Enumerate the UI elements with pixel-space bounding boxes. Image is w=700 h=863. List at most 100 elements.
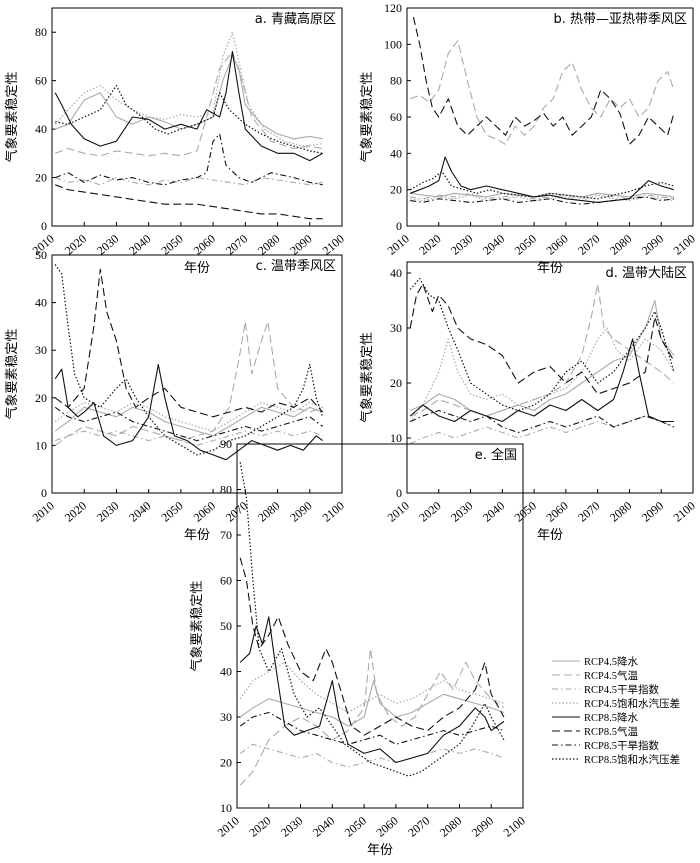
y-tick-label: 20 [35, 171, 47, 185]
x-tick-label: 2040 [126, 232, 153, 258]
y-tick-label: 90 [220, 437, 232, 451]
x-tick-label: 2090 [639, 499, 666, 525]
series-line [55, 51, 323, 157]
y-tick-label: 30 [220, 710, 232, 724]
legend: RCP4.5降水RCP4.5气温RCP4.5干旱指数RCP4.5饱和水汽压差RC… [552, 655, 680, 766]
x-tick-label: 2080 [255, 232, 282, 258]
y-tick-label: 20 [390, 376, 402, 390]
x-tick-label: 2060 [543, 232, 570, 258]
x-tick-label: 2010 [385, 232, 412, 258]
y-tick-label: 100 [384, 37, 402, 51]
y-tick-label: 60 [35, 74, 47, 88]
legend-entry-label: RCP8.5气温 [584, 725, 638, 738]
y-axis-label: 气象要素稳定性 [189, 580, 205, 671]
x-tick-label: 2090 [287, 499, 314, 525]
series-line [55, 84, 323, 154]
y-tick-label: 80 [390, 74, 402, 88]
series-line [409, 170, 675, 200]
series-line [410, 40, 675, 145]
legend-entry-label: RCP8.5降水 [584, 711, 638, 724]
series-line [239, 616, 505, 764]
y-tick-label: 120 [384, 1, 402, 15]
series-line [55, 133, 323, 186]
y-tick-label: 40 [220, 665, 232, 679]
x-tick-label: 2100 [501, 814, 528, 840]
legend-entry-label: RCP4.5降水 [584, 655, 638, 668]
x-axis-label: 年份 [537, 261, 563, 276]
y-tick-label: 40 [35, 296, 47, 310]
x-tick-label: 2050 [158, 232, 185, 258]
y-axis-label: 气象要素稳定性 [359, 332, 375, 423]
legend-entry-label: RCP8.5干旱指数 [584, 739, 659, 752]
plot-frame [236, 443, 524, 809]
series-line [410, 196, 674, 205]
y-tick-label: 10 [220, 801, 232, 815]
series-line [54, 406, 324, 442]
y-tick-label: 40 [35, 122, 47, 136]
y-axis-label: 气象要素稳定性 [4, 328, 20, 419]
series-line [54, 264, 324, 456]
series-line [409, 327, 675, 422]
chart-title: c. 温带季风区 [256, 259, 336, 274]
x-tick-label: 2030 [94, 232, 121, 258]
series-line [410, 156, 675, 203]
x-tick-label: 2100 [671, 499, 698, 525]
x-tick-label: 2040 [310, 814, 337, 840]
y-tick-label: 60 [390, 110, 402, 124]
series-line [54, 51, 323, 162]
y-axis-label: 气象要素稳定性 [4, 71, 20, 162]
x-tick-label: 2020 [416, 499, 443, 525]
series-line [409, 277, 675, 412]
series-line [54, 406, 323, 437]
series-line [412, 16, 675, 145]
chart-title: b. 热带—亚热带季风区 [553, 12, 687, 27]
plot-frame [51, 7, 343, 227]
y-tick-label: 20 [35, 391, 47, 405]
x-tick-label: 2010 [215, 814, 242, 840]
x-tick-label: 2030 [448, 499, 475, 525]
x-tick-label: 2050 [512, 232, 539, 258]
x-tick-label: 2080 [607, 499, 634, 525]
chart-title: a. 青藏高原区 [255, 11, 336, 27]
plot-frame [406, 261, 694, 494]
x-tick-label: 2010 [30, 499, 57, 525]
x-tick-label: 2070 [223, 232, 250, 258]
x-tick-label: 2060 [191, 499, 218, 525]
series-line [239, 648, 505, 786]
y-tick-label: 0 [396, 486, 402, 500]
x-tick-label: 2070 [575, 232, 602, 258]
series-line [54, 321, 323, 446]
x-axis-label: 年份 [184, 261, 210, 276]
y-axis-label: 气象要素稳定性 [359, 71, 375, 162]
y-tick-label: 20 [220, 756, 232, 770]
x-tick-label: 2070 [575, 499, 602, 525]
x-tick-label: 2060 [373, 814, 400, 840]
series-line [239, 557, 505, 736]
x-tick-label: 2040 [480, 232, 507, 258]
x-tick-label: 2070 [405, 814, 432, 840]
series-line [55, 177, 323, 186]
series-line [409, 415, 675, 445]
y-tick-label: 20 [390, 183, 402, 197]
legend-entry-label: RCP4.5饱和水汽压差 [584, 697, 680, 710]
plot-frame [51, 254, 343, 494]
x-tick-label: 2050 [342, 814, 369, 840]
series-line [409, 283, 675, 417]
series-line [55, 430, 323, 446]
x-tick-label: 2080 [607, 232, 634, 258]
x-tick-label: 2100 [320, 232, 347, 258]
x-tick-label: 2040 [480, 499, 507, 525]
x-tick-label: 2080 [437, 814, 464, 840]
y-tick-label: 70 [220, 528, 232, 542]
series-line [239, 661, 505, 714]
legend-entry-label: RCP8.5饱和水汽压差 [584, 753, 680, 766]
series-line [239, 743, 505, 768]
x-tick-label: 2090 [639, 232, 666, 258]
x-tick-label: 2020 [62, 232, 89, 258]
x-tick-label: 2030 [94, 499, 121, 525]
legend-entry-label: RCP4.5气温 [584, 669, 638, 682]
y-tick-label: 50 [35, 248, 47, 262]
y-tick-label: 30 [35, 343, 47, 357]
y-tick-label: 80 [220, 483, 232, 497]
